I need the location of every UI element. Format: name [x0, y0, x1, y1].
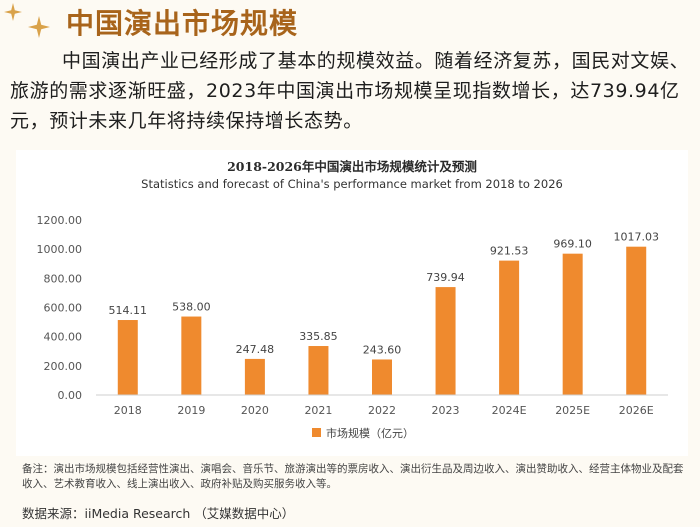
data-label: 921.53 [490, 245, 529, 258]
legend-label: 市场规模（亿元） [326, 426, 414, 440]
y-tick-label: 600.00 [44, 302, 83, 315]
x-tick-label: 2026E [619, 404, 654, 417]
x-tick-label: 2020 [241, 404, 269, 417]
legend-swatch [312, 428, 321, 437]
bar [499, 260, 520, 395]
data-label: 514.11 [109, 304, 148, 317]
y-tick-label: 200.00 [44, 360, 83, 373]
x-tick-label: 2023 [432, 404, 460, 417]
sparkle-icon [28, 16, 50, 38]
chart-title: 2018-2026年中国演出市场规模统计及预测 [227, 159, 477, 174]
y-tick-label: 400.00 [44, 331, 83, 344]
y-tick-label: 0.00 [58, 389, 83, 402]
sparkle-icon [4, 3, 22, 21]
x-tick-label: 2025E [555, 404, 590, 417]
page-title: 中国演出市场规模 [66, 7, 299, 40]
bar [372, 359, 392, 395]
x-tick-label: 2019 [177, 404, 205, 417]
bar [435, 287, 456, 395]
bar-chart: 0.00 200.00 400.00 600.00 800.00 1000.00 1200.… [37, 214, 668, 440]
data-label: 739.94 [426, 271, 465, 284]
bar [244, 358, 265, 395]
bar [181, 316, 202, 395]
chart-subtitle: Statistics and forecast of China's perfo… [141, 177, 563, 191]
bar [117, 320, 138, 395]
y-tick-label: 800.00 [44, 272, 83, 285]
data-label: 247.48 [236, 343, 275, 356]
header: 中国演出市场规模 [0, 0, 700, 44]
y-tick-label: 1000.00 [37, 243, 83, 256]
data-label: 538.00 [172, 301, 211, 314]
data-label: 335.85 [299, 330, 338, 343]
data-label: 243.60 [363, 343, 402, 356]
x-tick-label: 2021 [304, 404, 332, 417]
bar [562, 253, 583, 395]
x-tick-label: 2018 [114, 404, 142, 417]
data-source: 数据来源：iiMedia Research （艾媒数据中心） [22, 506, 295, 521]
intro-paragraph: 中国演出产业已经形成了基本的规模效益。随着经济复苏，国民对文娱、旅游的需求逐渐旺… [10, 50, 690, 132]
footnote: 备注：演出市场规模包括经营性演出、演唱会、音乐节、旅游演出等的票房收入、演出衍生… [22, 463, 684, 490]
chart-container: 0.00 200.00 400.00 600.00 800.00 1000.00 1200.… [16, 150, 688, 456]
bar [308, 346, 329, 395]
x-tick-label: 2022 [368, 404, 396, 417]
data-label: 969.10 [553, 238, 592, 251]
data-label: 1017.03 [613, 231, 659, 244]
x-tick-label: 2024E [492, 404, 527, 417]
y-tick-label: 1200.00 [37, 214, 83, 227]
bar [626, 246, 647, 395]
